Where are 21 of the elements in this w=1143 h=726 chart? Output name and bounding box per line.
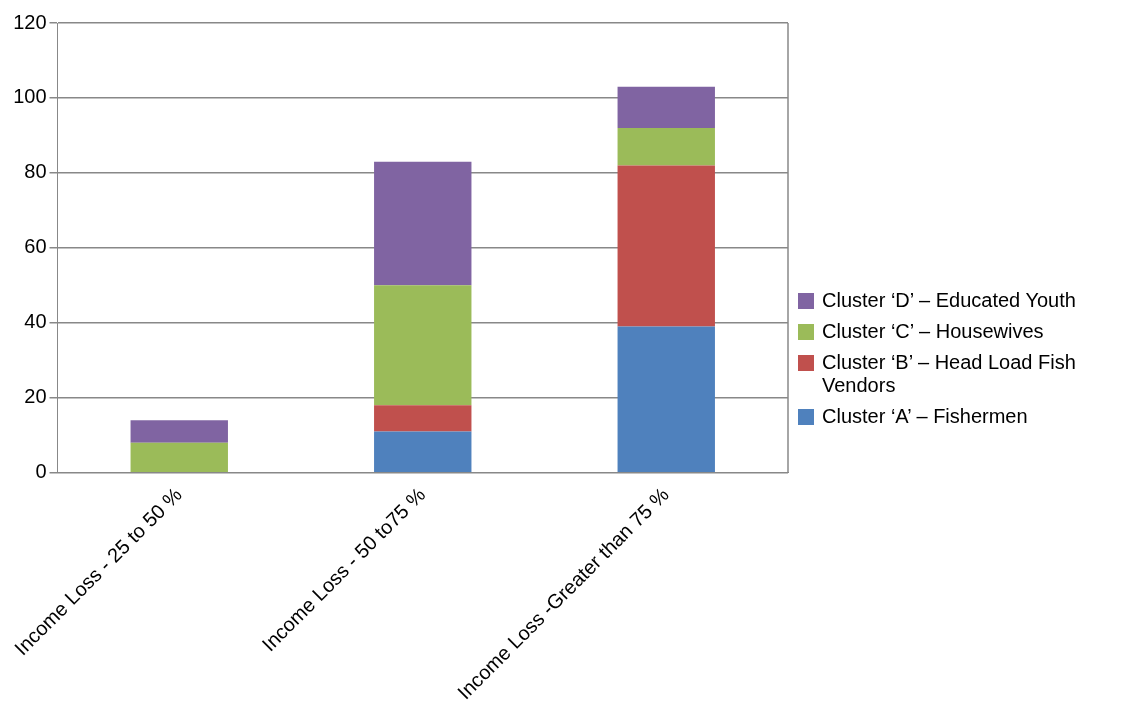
bar xyxy=(617,127,715,166)
y-tick-label: 40 xyxy=(24,310,47,333)
y-tick-label: 80 xyxy=(24,160,47,183)
legend-label: Cluster ‘B’ – Head Load Fish Vendors xyxy=(822,350,1077,397)
bar xyxy=(130,442,228,472)
y-tick-label: 100 xyxy=(13,85,47,108)
bar xyxy=(617,165,715,327)
legend-label: Cluster ‘C’ – Housewives xyxy=(822,319,1044,343)
bar xyxy=(617,326,715,472)
bar xyxy=(374,285,472,406)
bar xyxy=(130,420,228,443)
y-tick-label: 0 xyxy=(35,460,47,483)
bar xyxy=(617,86,715,128)
y-tick-label: 20 xyxy=(24,385,47,408)
bar xyxy=(374,431,472,472)
y-tick-label: 60 xyxy=(24,235,47,258)
y-tick-label: 120 xyxy=(13,10,47,33)
legend-label: Cluster ‘A’ – Fishermen xyxy=(822,404,1028,428)
legend-label: Cluster ‘D’ – Educated Youth xyxy=(822,288,1076,312)
bar xyxy=(374,161,472,286)
bar xyxy=(374,405,472,432)
